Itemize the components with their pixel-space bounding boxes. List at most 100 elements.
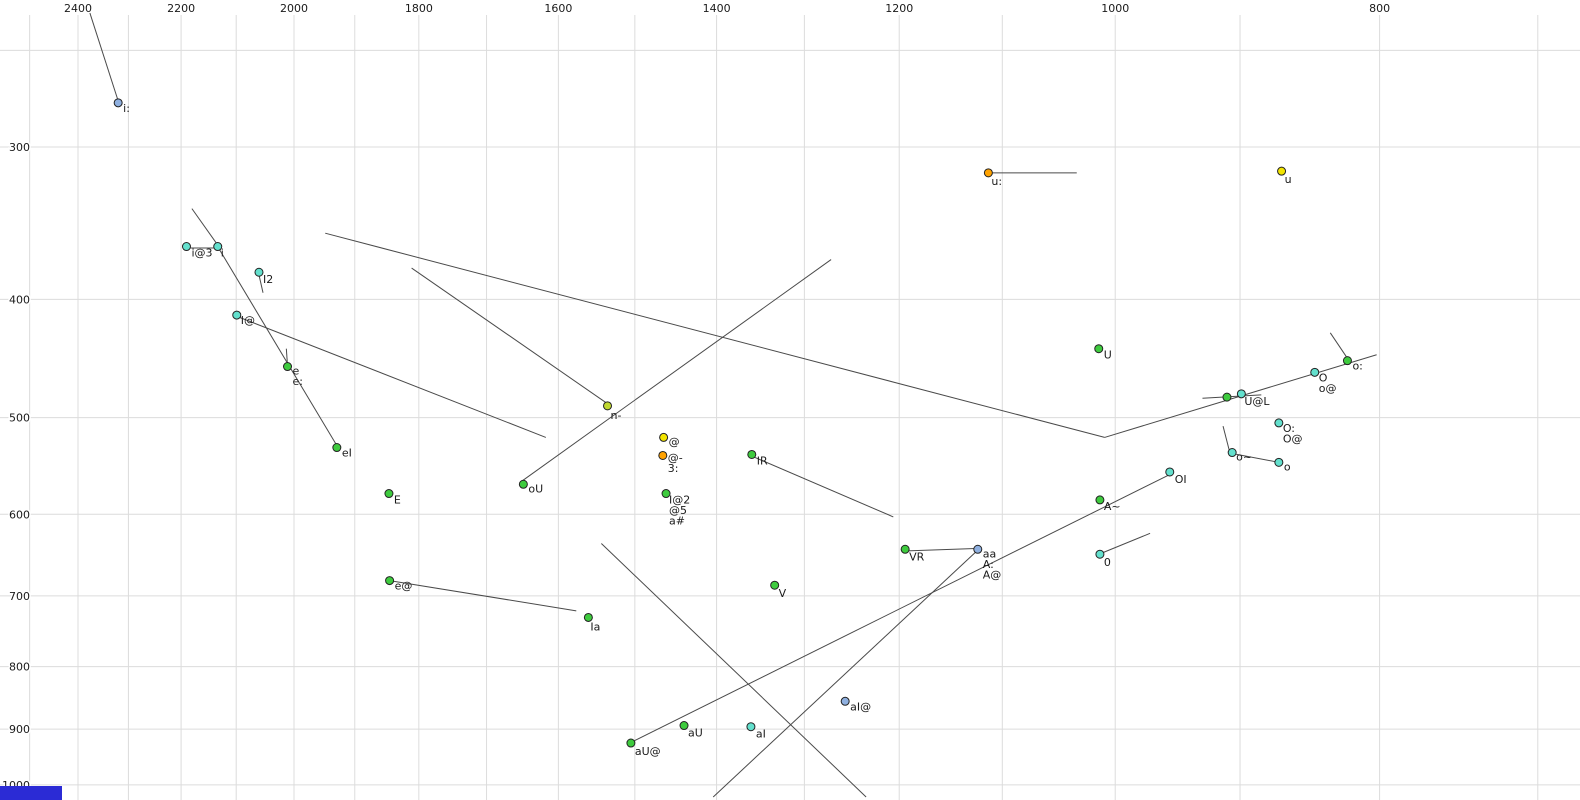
point-label: 3: bbox=[668, 462, 679, 475]
x-tick-label: 1400 bbox=[703, 2, 731, 15]
data-point bbox=[181, 242, 191, 252]
data-point bbox=[1222, 392, 1232, 402]
trajectory-line bbox=[601, 543, 867, 798]
x-tick-label: 2400 bbox=[64, 2, 92, 15]
data-point bbox=[661, 489, 671, 499]
data-point bbox=[1274, 457, 1284, 467]
point-label: V bbox=[779, 587, 787, 600]
point-label: U@L bbox=[1244, 395, 1270, 408]
point-label: e: bbox=[293, 375, 303, 388]
point-label: oU bbox=[528, 482, 543, 495]
point-label: u bbox=[1285, 173, 1292, 186]
data-point bbox=[679, 721, 689, 731]
point-label: VR bbox=[909, 550, 925, 563]
point-label: A~ bbox=[1104, 500, 1121, 513]
data-point bbox=[626, 738, 636, 748]
point-label: O: bbox=[1283, 422, 1295, 435]
data-point bbox=[385, 576, 395, 586]
x-tick-label: 1800 bbox=[405, 2, 433, 15]
point-label: n- bbox=[611, 409, 622, 422]
point-label: i: bbox=[123, 102, 130, 115]
point-label: Ia bbox=[590, 620, 600, 633]
data-point bbox=[747, 449, 757, 459]
trajectory-line bbox=[258, 274, 264, 293]
trajectory-line bbox=[191, 208, 219, 246]
x-tick-label: 2000 bbox=[280, 2, 308, 15]
point-label: U bbox=[1104, 349, 1112, 362]
point-label: @- bbox=[668, 451, 683, 464]
trajectory-line bbox=[218, 249, 338, 446]
data-point bbox=[232, 310, 242, 320]
point-label: aU@ bbox=[635, 745, 661, 758]
trajectory-line bbox=[522, 259, 832, 481]
data-point bbox=[770, 580, 780, 590]
trajectory-line bbox=[239, 317, 547, 438]
point-label: u: bbox=[991, 175, 1002, 188]
data-point bbox=[1310, 367, 1320, 377]
data-point bbox=[113, 98, 123, 108]
corner-blue-strip bbox=[0, 786, 62, 800]
point-label: o: bbox=[1352, 360, 1362, 373]
data-point bbox=[1165, 467, 1175, 477]
point-label: i bbox=[221, 247, 224, 260]
data-point bbox=[1094, 344, 1104, 354]
point-label: e bbox=[293, 365, 300, 378]
y-tick-label: 700 bbox=[9, 590, 30, 603]
data-point bbox=[603, 401, 613, 411]
data-point bbox=[1236, 389, 1246, 399]
data-point bbox=[213, 242, 223, 252]
data-point bbox=[973, 544, 983, 554]
trajectory-line bbox=[325, 232, 1105, 438]
point-label: @5 bbox=[669, 504, 687, 517]
data-point bbox=[659, 432, 669, 442]
data-point bbox=[283, 362, 293, 372]
point-label: a# bbox=[669, 515, 685, 528]
point-label: o bbox=[1284, 460, 1291, 473]
data-point bbox=[983, 168, 993, 178]
point-label: aU bbox=[688, 727, 703, 740]
trajectory-line bbox=[89, 12, 119, 102]
trajectory-line bbox=[630, 473, 1172, 743]
point-label: aI@ bbox=[850, 700, 871, 713]
x-tick-label: 1000 bbox=[1101, 2, 1129, 15]
trajectory-line bbox=[907, 547, 976, 552]
point-label: E bbox=[394, 494, 401, 507]
y-tick-label: 600 bbox=[9, 508, 30, 521]
point-label: i@3 bbox=[191, 247, 212, 260]
point-label: aa bbox=[983, 547, 996, 560]
trajectory-line bbox=[389, 580, 577, 612]
data-point bbox=[384, 489, 394, 499]
x-tick-label: 1200 bbox=[885, 2, 913, 15]
y-tick-label: 900 bbox=[9, 723, 30, 736]
trajectory-line bbox=[1202, 394, 1262, 399]
point-label: IR bbox=[757, 454, 768, 467]
data-point bbox=[1277, 166, 1287, 176]
point-label: eI bbox=[342, 447, 352, 460]
trajectory-line bbox=[1232, 453, 1279, 463]
y-tick-label: 500 bbox=[9, 412, 30, 425]
data-point bbox=[900, 544, 910, 554]
point-label: OI bbox=[1175, 473, 1187, 486]
data-point bbox=[746, 722, 756, 732]
point-label: A: bbox=[983, 558, 994, 571]
point-label: O@ bbox=[1283, 432, 1303, 445]
trajectory-line bbox=[1100, 532, 1151, 554]
x-tick-label: 800 bbox=[1369, 2, 1390, 15]
y-tick-label: 800 bbox=[9, 661, 30, 674]
data-point bbox=[1342, 356, 1352, 366]
trajectory-line bbox=[1329, 332, 1348, 359]
data-point bbox=[658, 450, 668, 460]
x-tick-label: 2200 bbox=[167, 2, 195, 15]
point-label: o~ bbox=[1236, 451, 1252, 464]
trajectory-line bbox=[712, 549, 979, 798]
point-label: o@ bbox=[1319, 382, 1337, 395]
data-point bbox=[332, 443, 342, 453]
x-tick-label: 1600 bbox=[544, 2, 572, 15]
point-label: 0 bbox=[1104, 556, 1111, 569]
data-point bbox=[583, 612, 593, 622]
data-point bbox=[1274, 418, 1284, 428]
point-label: @ bbox=[669, 435, 680, 448]
data-point bbox=[1095, 549, 1105, 559]
